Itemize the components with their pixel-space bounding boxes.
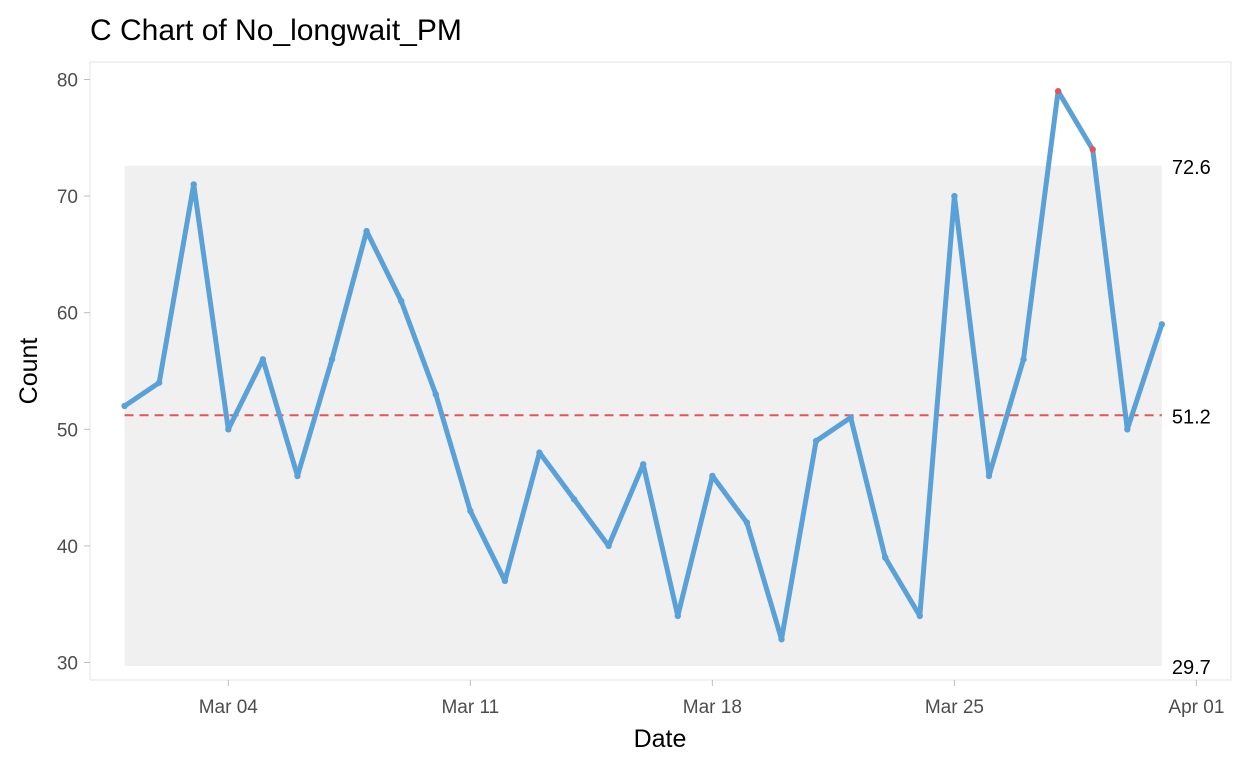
data-point — [225, 426, 232, 433]
data-point — [536, 449, 543, 456]
data-point — [778, 635, 785, 643]
data-point — [916, 612, 924, 620]
y-axis: 30 40 50 60 70 80 — [57, 70, 90, 675]
data-point — [363, 227, 370, 235]
data-point — [674, 612, 681, 620]
data-point — [328, 356, 336, 363]
out-of-control-point — [1054, 87, 1062, 95]
data-point — [397, 297, 405, 305]
data-point — [812, 437, 820, 445]
y-tick-label: 30 — [57, 654, 78, 675]
data-point — [294, 472, 301, 480]
data-point — [847, 414, 854, 421]
data-point — [985, 472, 993, 480]
data-point — [1020, 356, 1027, 363]
y-tick-label: 50 — [57, 420, 78, 441]
x-tick-label: Mar 18 — [683, 697, 742, 718]
y-tick-label: 70 — [57, 187, 78, 208]
data-point — [743, 519, 751, 526]
data-point — [709, 472, 716, 480]
data-point — [882, 554, 889, 561]
data-point — [570, 496, 578, 503]
y-tick-label: 40 — [57, 537, 78, 558]
data-point — [190, 181, 197, 188]
x-axis: Mar 04 Mar 11 Mar 18 Mar 25 Apr 01 — [199, 680, 1224, 718]
y-axis-title: Count — [15, 338, 43, 405]
data-point — [640, 461, 647, 468]
data-point — [1158, 321, 1166, 328]
data-point — [121, 402, 128, 410]
y-tick-label: 60 — [57, 304, 78, 325]
x-axis-title: Date — [634, 725, 687, 753]
data-point — [467, 507, 474, 515]
data-point — [951, 192, 958, 200]
data-point — [155, 379, 163, 386]
x-tick-label: Mar 11 — [441, 697, 499, 718]
x-tick-label: Apr 01 — [1168, 697, 1224, 718]
x-tick-label: Mar 25 — [925, 697, 984, 718]
lower-limit-label: 29.7 — [1172, 657, 1211, 679]
data-point — [259, 356, 267, 363]
chart-title: C Chart of No_longwait_PM — [90, 14, 462, 47]
data-point — [605, 542, 612, 550]
y-tick-label: 80 — [57, 70, 78, 91]
upper-limit-label: 72.6 — [1172, 157, 1211, 179]
data-point — [432, 391, 439, 398]
out-of-control-point — [1089, 146, 1096, 153]
x-tick-label: Mar 04 — [199, 697, 259, 718]
data-point — [1124, 426, 1131, 433]
center-line-label: 51.2 — [1172, 406, 1211, 428]
data-points — [121, 87, 1166, 643]
data-point — [501, 577, 509, 585]
